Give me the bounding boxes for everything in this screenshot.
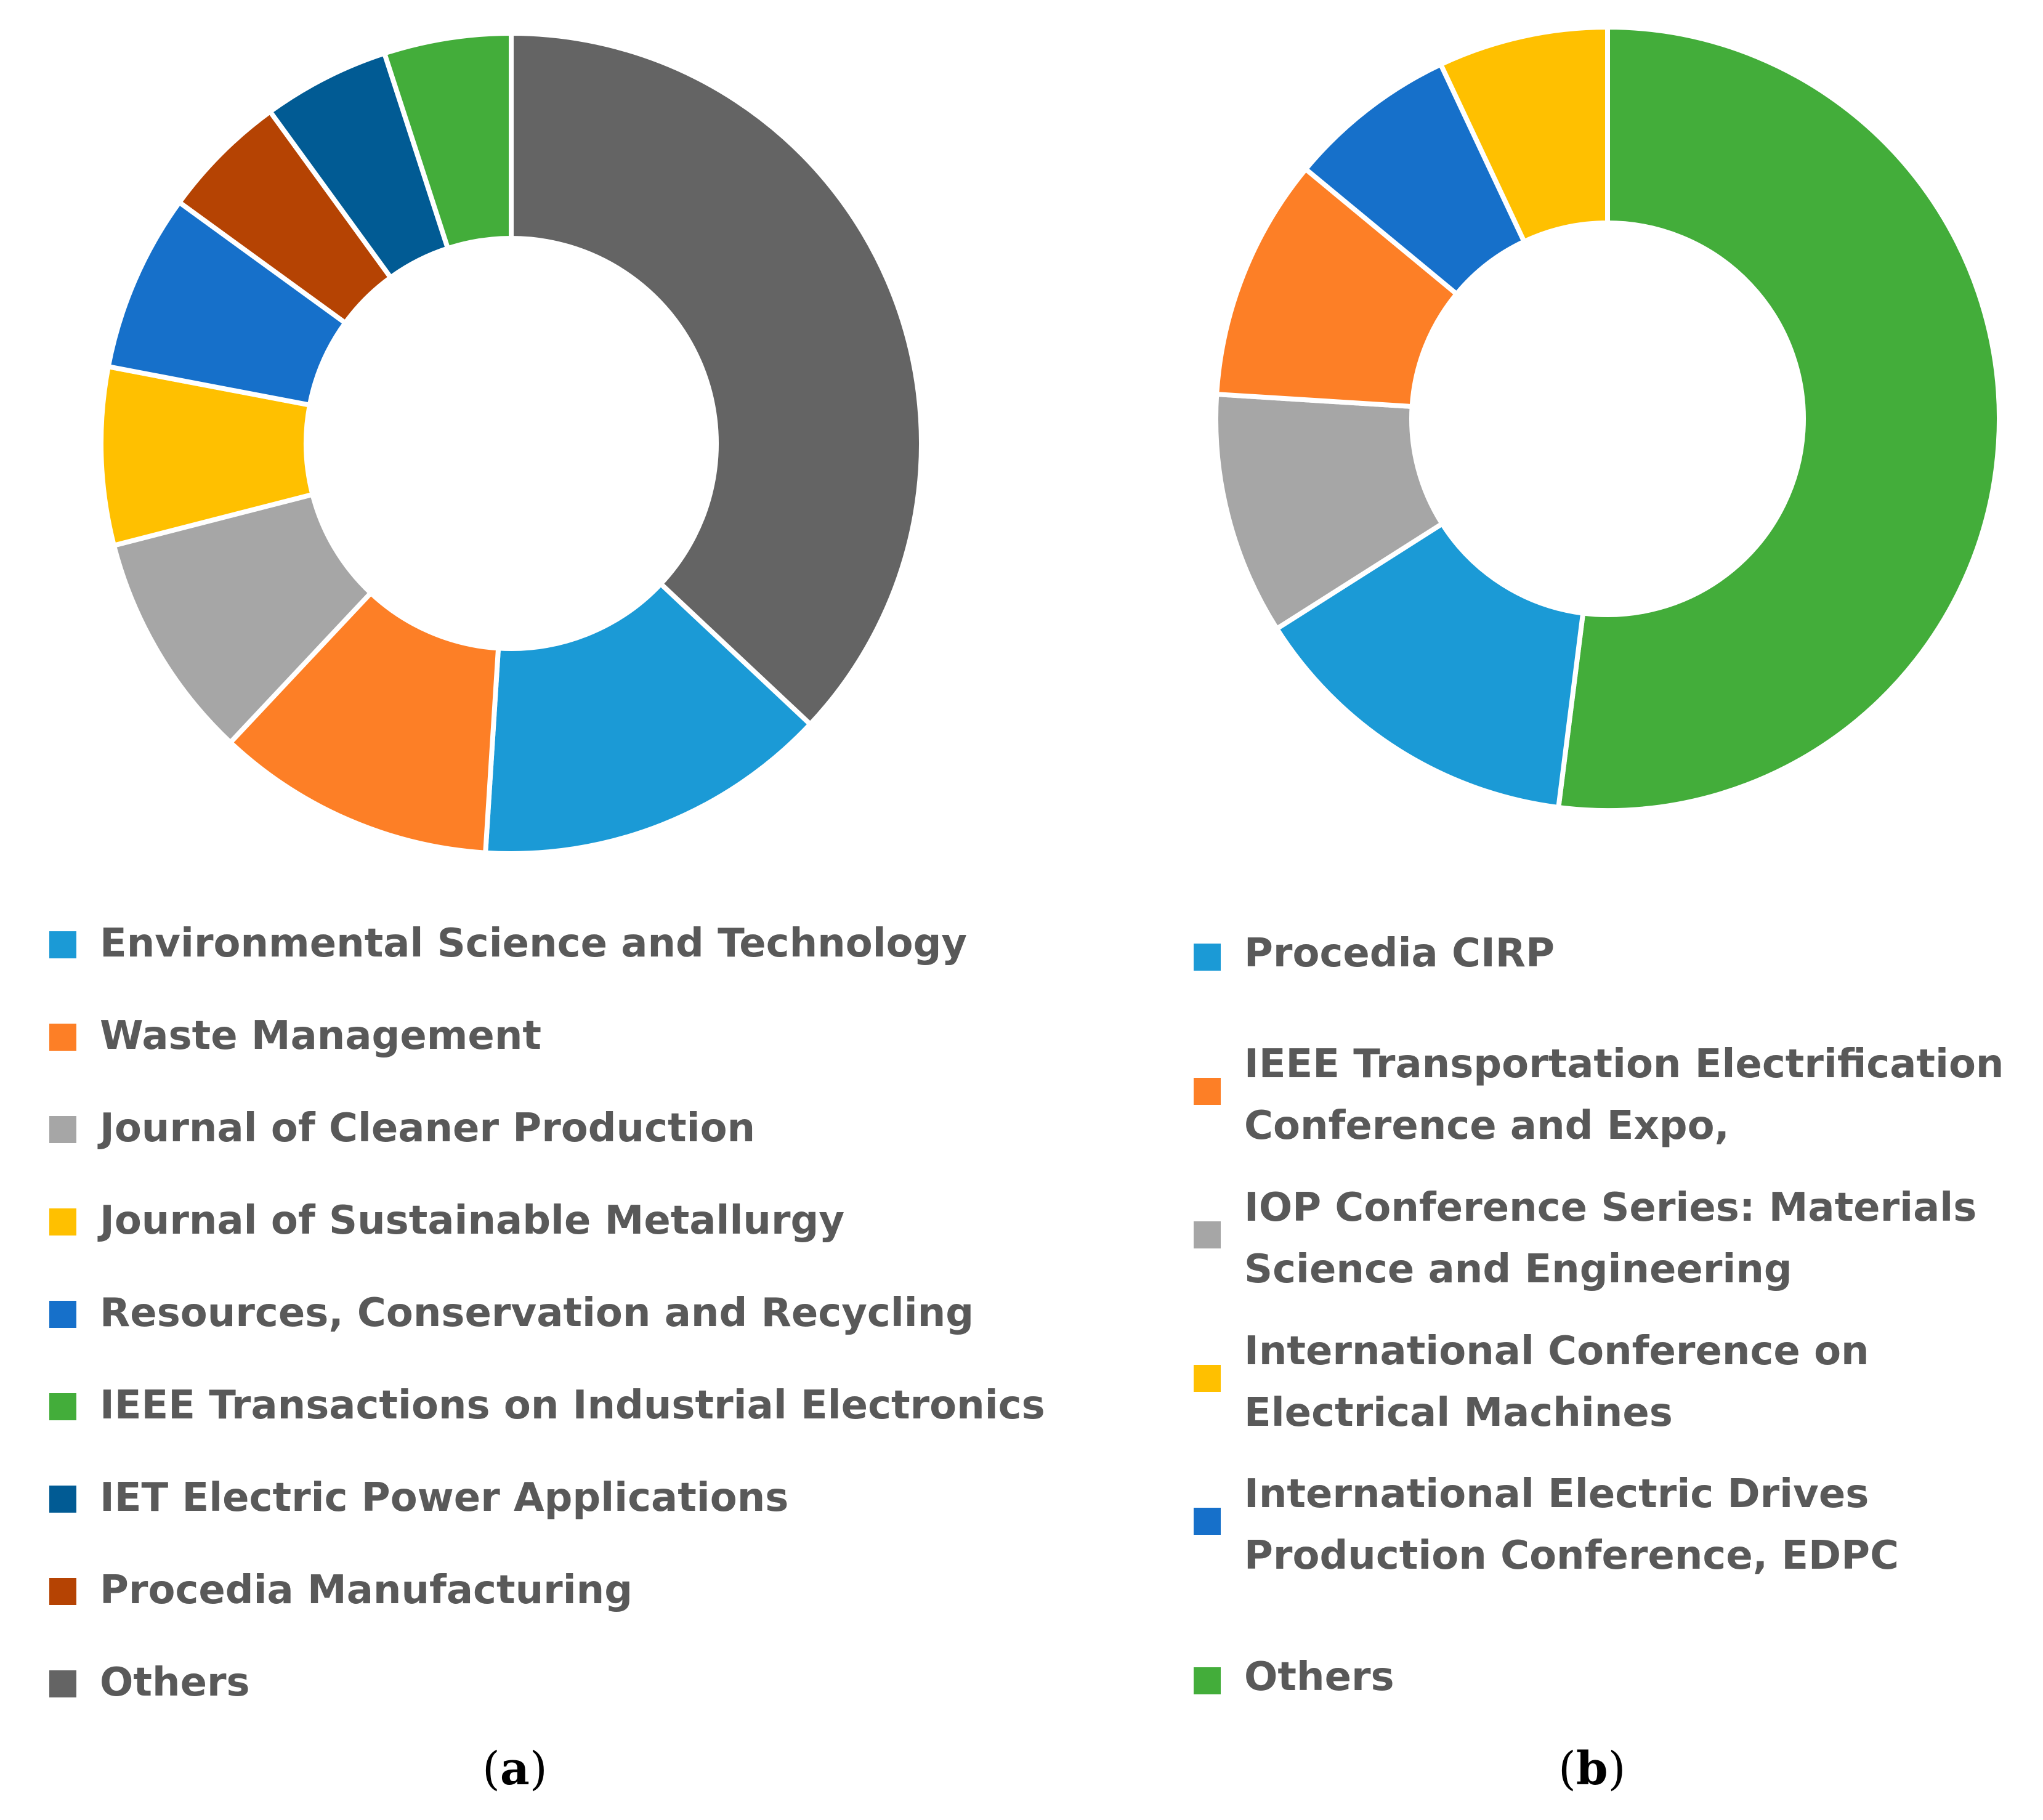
legend-label-a-waste-management: Waste Management [100,1013,541,1059]
legend-label-a-procedia-manufacturing: Procedia Manufacturing [100,1567,633,1613]
slice-a-ieee-transactions-on-industrial-electronics [381,31,514,252]
legend-label-b-procedia-cirp: Procedia CIRP [1244,931,1555,976]
slice-a-journal-of-cleaner-production [111,491,374,746]
panel-label-b: (b) [1558,1742,1626,1795]
slice-b-iop-conference-series-materials-science-and-engineering [1213,391,1446,633]
legend-swatch-b-international-conference-on-electrical-machines [1194,1365,1221,1392]
legend-label-a-environmental-science-and-technology: Environmental Science and Technology [100,921,968,966]
slice-b-ieee-transportation-electrification-conference-and-expo [1214,165,1460,410]
legend-label-a-resources-conservation-and-recycling: Resources, Conservation and Recycling [100,1290,974,1336]
panel-label-a: (a) [482,1742,548,1795]
legend-swatch-b-ieee-transportation-electrification-conference-and-expo [1194,1078,1221,1105]
panel-letter-b: b [1576,1742,1608,1795]
legend-swatch-a-ieee-transactions-on-industrial-electronics [49,1393,76,1420]
donut-chart-b [1213,24,2002,813]
legend-label-b-international-conference-on-electrical-machines: International Conference on Electrical M… [1244,1329,1869,1436]
legend-swatch-b-iop-conference-series-materials-science-and-engineering [1194,1221,1221,1248]
legend-label-a-ieee-transactions-on-industrial-electronics: IEEE Transactions on Industrial Electron… [100,1383,1045,1428]
donut-chart-a [99,31,924,856]
legend-label-a-journal-of-sustainable-metallurgy: Journal of Sustainable Metallurgy [100,1198,845,1244]
slice-a-environmental-science-and-technology [482,580,814,856]
legend-swatch-b-procedia-cirp [1194,944,1221,971]
legend-label-b-ieee-transportation-electrification-conference-and-expo: IEEE Transportation Electrification Conf… [1244,1041,2004,1149]
slice-a-others [509,31,924,728]
legend-label-b-international-electric-drives-production-conference-edpc: International Electric Drives Production… [1244,1471,1899,1579]
slice-b-international-conference-on-electrical-machines [1437,24,1610,245]
legend-label-a-journal-of-cleaner-production: Journal of Cleaner Production [100,1106,756,1151]
legend-swatch-a-others [49,1670,76,1697]
legend-swatch-a-procedia-manufacturing [49,1578,76,1605]
panel-letter-a: a [500,1742,530,1795]
slice-b-others [1555,24,2002,813]
legend-swatch-a-journal-of-sustainable-metallurgy [49,1208,76,1236]
legend-swatch-a-environmental-science-and-technology [49,931,76,958]
legend-label-a-iet-electric-power-applications: IET Electric Power Applications [100,1475,789,1521]
legend-label-a-others: Others [100,1660,250,1705]
slice-b-procedia-cirp [1273,520,1586,811]
legend-swatch-a-resources-conservation-and-recycling [49,1301,76,1328]
legend-swatch-b-others [1194,1667,1221,1694]
slice-a-waste-management [227,589,501,855]
legend-label-b-others: Others [1244,1654,1394,1700]
legend-swatch-a-journal-of-cleaner-production [49,1116,76,1143]
legend-swatch-b-international-electric-drives-production-conference-edpc [1194,1508,1221,1535]
legend-swatch-a-iet-electric-power-applications [49,1486,76,1513]
legend-label-b-iop-conference-series-materials-science-and-engineering: IOP Conference Series: Materials Science… [1244,1185,1977,1292]
legend-swatch-a-waste-management [49,1024,76,1051]
